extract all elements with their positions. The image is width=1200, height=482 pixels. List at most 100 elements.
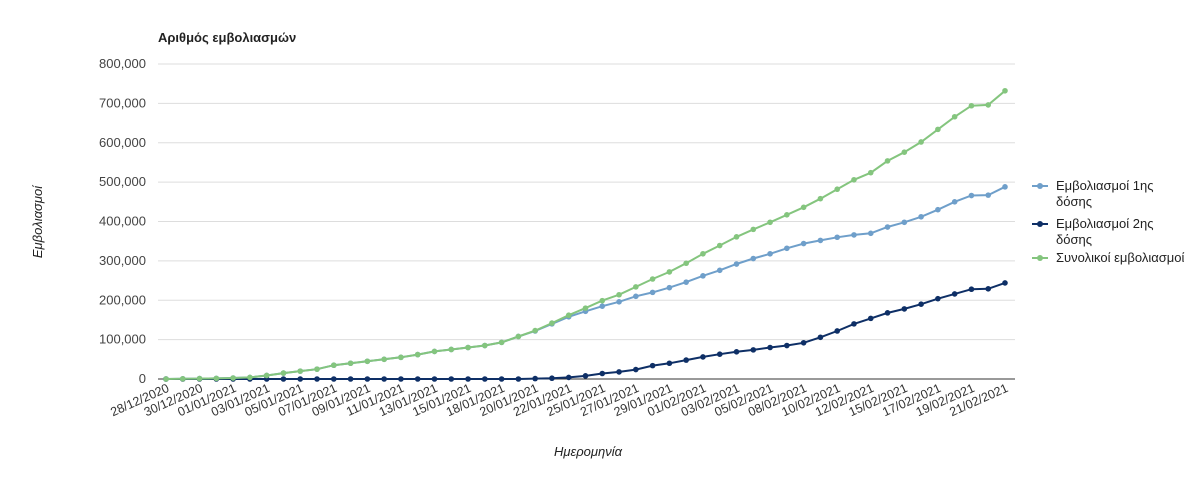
data-point[interactable]: [516, 334, 522, 340]
data-point[interactable]: [365, 376, 371, 382]
data-point[interactable]: [969, 193, 975, 199]
data-point[interactable]: [683, 279, 689, 285]
data-point[interactable]: [348, 360, 354, 366]
data-point[interactable]: [599, 371, 605, 377]
data-point[interactable]: [415, 376, 421, 382]
data-point[interactable]: [784, 212, 790, 218]
data-point[interactable]: [583, 373, 589, 379]
data-point[interactable]: [851, 321, 857, 327]
data-point[interactable]: [650, 276, 656, 282]
data-point[interactable]: [902, 149, 908, 155]
data-point[interactable]: [918, 214, 924, 220]
data-point[interactable]: [633, 367, 639, 373]
data-point[interactable]: [482, 343, 488, 349]
data-point[interactable]: [801, 340, 807, 346]
data-point[interactable]: [633, 294, 639, 300]
data-point[interactable]: [163, 376, 169, 382]
data-point[interactable]: [868, 316, 874, 322]
data-point[interactable]: [985, 286, 991, 292]
data-point[interactable]: [499, 340, 505, 346]
data-point[interactable]: [985, 102, 991, 108]
data-point[interactable]: [801, 205, 807, 211]
data-point[interactable]: [297, 368, 303, 374]
data-point[interactable]: [734, 349, 740, 355]
data-point[interactable]: [985, 192, 991, 198]
data-point[interactable]: [398, 376, 404, 382]
data-point[interactable]: [348, 376, 354, 382]
data-point[interactable]: [214, 376, 220, 382]
data-point[interactable]: [734, 261, 740, 267]
data-point[interactable]: [633, 284, 639, 290]
data-point[interactable]: [952, 291, 958, 297]
data-point[interactable]: [801, 241, 807, 247]
data-point[interactable]: [667, 269, 673, 275]
data-point[interactable]: [902, 306, 908, 312]
data-point[interactable]: [532, 328, 538, 334]
data-point[interactable]: [465, 345, 471, 351]
data-point[interactable]: [667, 285, 673, 291]
data-point[interactable]: [683, 357, 689, 363]
data-point[interactable]: [767, 219, 773, 225]
data-point[interactable]: [717, 268, 723, 274]
data-point[interactable]: [818, 334, 824, 340]
data-point[interactable]: [331, 362, 337, 368]
data-point[interactable]: [885, 158, 891, 164]
data-point[interactable]: [784, 343, 790, 349]
data-point[interactable]: [885, 224, 891, 230]
data-point[interactable]: [935, 207, 941, 213]
data-point[interactable]: [818, 196, 824, 202]
data-point[interactable]: [700, 251, 706, 257]
data-point[interactable]: [599, 303, 605, 309]
data-point[interactable]: [902, 219, 908, 225]
data-point[interactable]: [885, 310, 891, 316]
data-point[interactable]: [952, 199, 958, 205]
data-point[interactable]: [683, 260, 689, 266]
data-point[interactable]: [432, 349, 438, 355]
data-point[interactable]: [1002, 88, 1008, 94]
data-point[interactable]: [264, 373, 270, 379]
data-point[interactable]: [197, 376, 203, 382]
data-point[interactable]: [717, 243, 723, 249]
data-point[interactable]: [767, 345, 773, 351]
data-point[interactable]: [952, 114, 958, 120]
data-point[interactable]: [549, 320, 555, 326]
data-point[interactable]: [868, 231, 874, 237]
data-point[interactable]: [1002, 280, 1008, 286]
data-point[interactable]: [700, 273, 706, 279]
data-point[interactable]: [751, 347, 757, 353]
data-point[interactable]: [314, 366, 320, 372]
data-point[interactable]: [969, 286, 975, 292]
data-point[interactable]: [834, 234, 840, 240]
data-point[interactable]: [566, 312, 572, 318]
data-point[interactable]: [734, 234, 740, 240]
data-point[interactable]: [1002, 184, 1008, 190]
data-point[interactable]: [365, 358, 371, 364]
data-point[interactable]: [818, 238, 824, 244]
data-point[interactable]: [549, 375, 555, 381]
data-point[interactable]: [281, 376, 287, 382]
data-point[interactable]: [314, 376, 320, 382]
data-point[interactable]: [499, 376, 505, 382]
data-point[interactable]: [935, 127, 941, 133]
data-point[interactable]: [465, 376, 471, 382]
data-point[interactable]: [751, 256, 757, 262]
data-point[interactable]: [717, 351, 723, 357]
data-point[interactable]: [448, 376, 454, 382]
data-point[interactable]: [851, 232, 857, 238]
data-point[interactable]: [281, 370, 287, 376]
data-point[interactable]: [297, 376, 303, 382]
data-point[interactable]: [616, 292, 622, 298]
data-point[interactable]: [834, 186, 840, 192]
data-point[interactable]: [616, 299, 622, 305]
data-point[interactable]: [784, 245, 790, 251]
data-point[interactable]: [381, 376, 387, 382]
data-point[interactable]: [667, 360, 673, 366]
data-point[interactable]: [650, 363, 656, 369]
data-point[interactable]: [247, 375, 253, 381]
data-point[interactable]: [381, 357, 387, 363]
data-point[interactable]: [650, 290, 656, 296]
data-point[interactable]: [180, 376, 186, 382]
data-point[interactable]: [700, 354, 706, 360]
